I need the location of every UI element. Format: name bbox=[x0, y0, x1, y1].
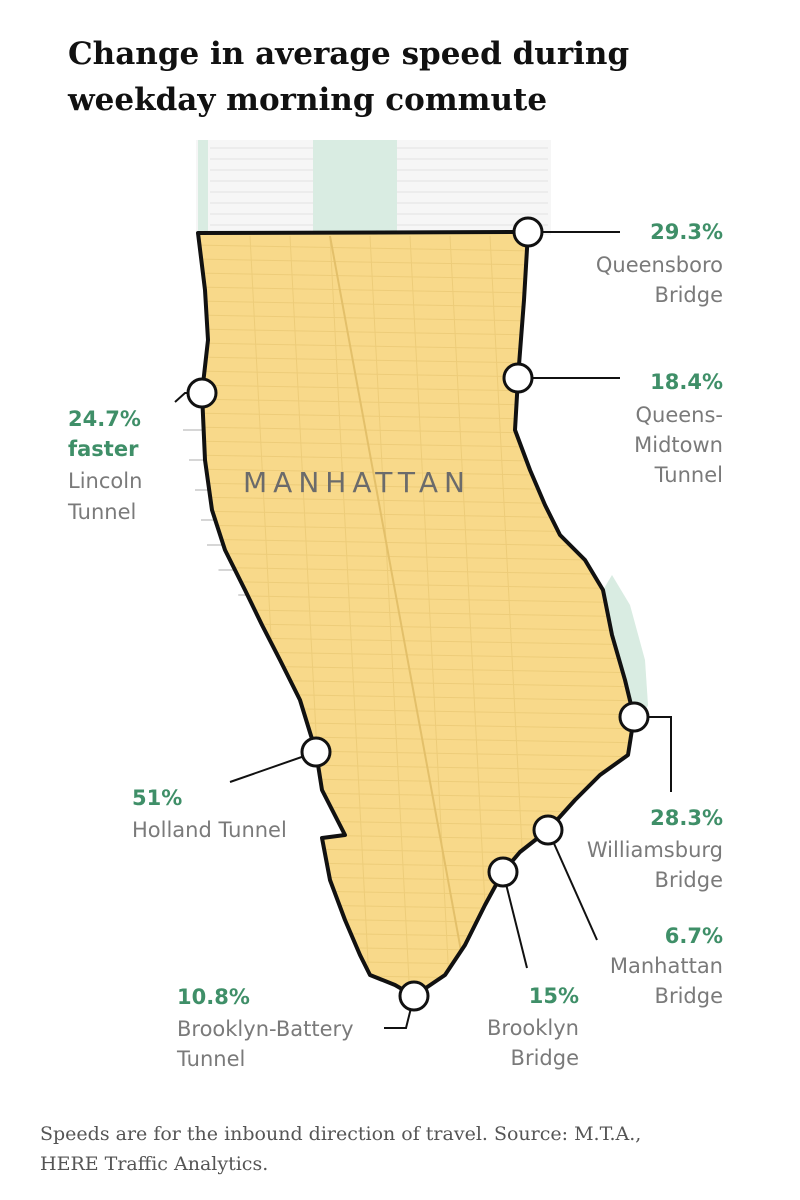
broadway-street bbox=[329, 235, 471, 996]
brooklyn-battery-label-2: Tunnel bbox=[176, 1047, 245, 1071]
brooklyn-battery-marker bbox=[398, 980, 430, 1012]
east-river-park bbox=[603, 575, 648, 725]
queens-midtown-marker bbox=[502, 362, 534, 394]
lincoln-marker bbox=[186, 377, 218, 409]
queens-midtown-label-3: Tunnel bbox=[654, 463, 723, 487]
map-title-line-1: Change in average speed during bbox=[68, 36, 629, 72]
zone-boundary bbox=[196, 230, 636, 998]
williamsburg-marker bbox=[618, 701, 650, 733]
queensboro-marker bbox=[512, 216, 544, 248]
brooklyn-bridge-pct: 15% bbox=[529, 984, 579, 1008]
street-line bbox=[198, 594, 634, 604]
brooklyn-battery-pct: 10.8% bbox=[177, 985, 250, 1009]
queensboro-pct: 29.3% bbox=[650, 220, 723, 244]
brooklyn-battery-label-1: Brooklyn-Battery bbox=[177, 1017, 354, 1041]
manhattan-bridge-marker bbox=[532, 814, 564, 846]
avenue-line bbox=[369, 235, 411, 996]
map-title-line-2: weekday morning commute bbox=[67, 82, 547, 118]
queens-midtown-label-2: Midtown bbox=[634, 433, 723, 457]
williamsburg-pct: 28.3% bbox=[650, 806, 723, 830]
lincoln-faster: faster bbox=[68, 437, 139, 461]
holland-label-1: Holland Tunnel bbox=[132, 818, 287, 842]
leader-manhattan-bridge bbox=[547, 829, 598, 941]
crossing-markers bbox=[186, 216, 650, 1012]
holland-marker bbox=[300, 736, 332, 768]
leader-brooklyn-bridge bbox=[502, 871, 528, 969]
queens-midtown-label-1: Queens- bbox=[635, 403, 723, 427]
manhattan-bridge-label-1: Manhattan bbox=[610, 954, 723, 978]
manhattan-bridge-label-2: Bridge bbox=[655, 984, 723, 1008]
holland-pct: 51% bbox=[132, 786, 182, 810]
avenue-line bbox=[449, 235, 491, 996]
central-park bbox=[313, 140, 397, 233]
manhattan-bridge-pct: 6.7% bbox=[665, 924, 723, 948]
williamsburg-label-2: Bridge bbox=[655, 868, 723, 892]
congestion-zone bbox=[198, 232, 634, 996]
brooklyn-bridge-label-2: Bridge bbox=[511, 1046, 579, 1070]
manhattan-label: MANHATTAN bbox=[243, 466, 471, 499]
queensboro-label-2: Bridge bbox=[655, 283, 723, 307]
source-note-line-2: HERE Traffic Analytics. bbox=[40, 1153, 268, 1175]
street-line bbox=[198, 622, 634, 632]
williamsburg-label-1: Williamsburg bbox=[587, 838, 723, 862]
lincoln-label-1: Lincoln bbox=[68, 469, 142, 493]
avenue-line bbox=[409, 235, 451, 996]
60th-street-boundary bbox=[197, 230, 529, 235]
lincoln-label-2: Tunnel bbox=[67, 500, 136, 524]
brooklyn-bridge-label-1: Brooklyn bbox=[487, 1016, 579, 1040]
street-line bbox=[198, 566, 634, 576]
street-line bbox=[198, 580, 634, 590]
source-note-line-1: Speeds are for the inbound direction of … bbox=[40, 1123, 641, 1145]
lincoln-pct: 24.7% bbox=[68, 407, 141, 431]
queens-midtown-pct: 18.4% bbox=[650, 370, 723, 394]
brooklyn-bridge-marker bbox=[487, 856, 519, 888]
street-line bbox=[198, 608, 634, 618]
queensboro-label-1: Queensboro bbox=[596, 253, 723, 277]
leader-lines bbox=[174, 231, 672, 1029]
avenue-line bbox=[329, 235, 371, 996]
riverside-park bbox=[198, 140, 208, 233]
